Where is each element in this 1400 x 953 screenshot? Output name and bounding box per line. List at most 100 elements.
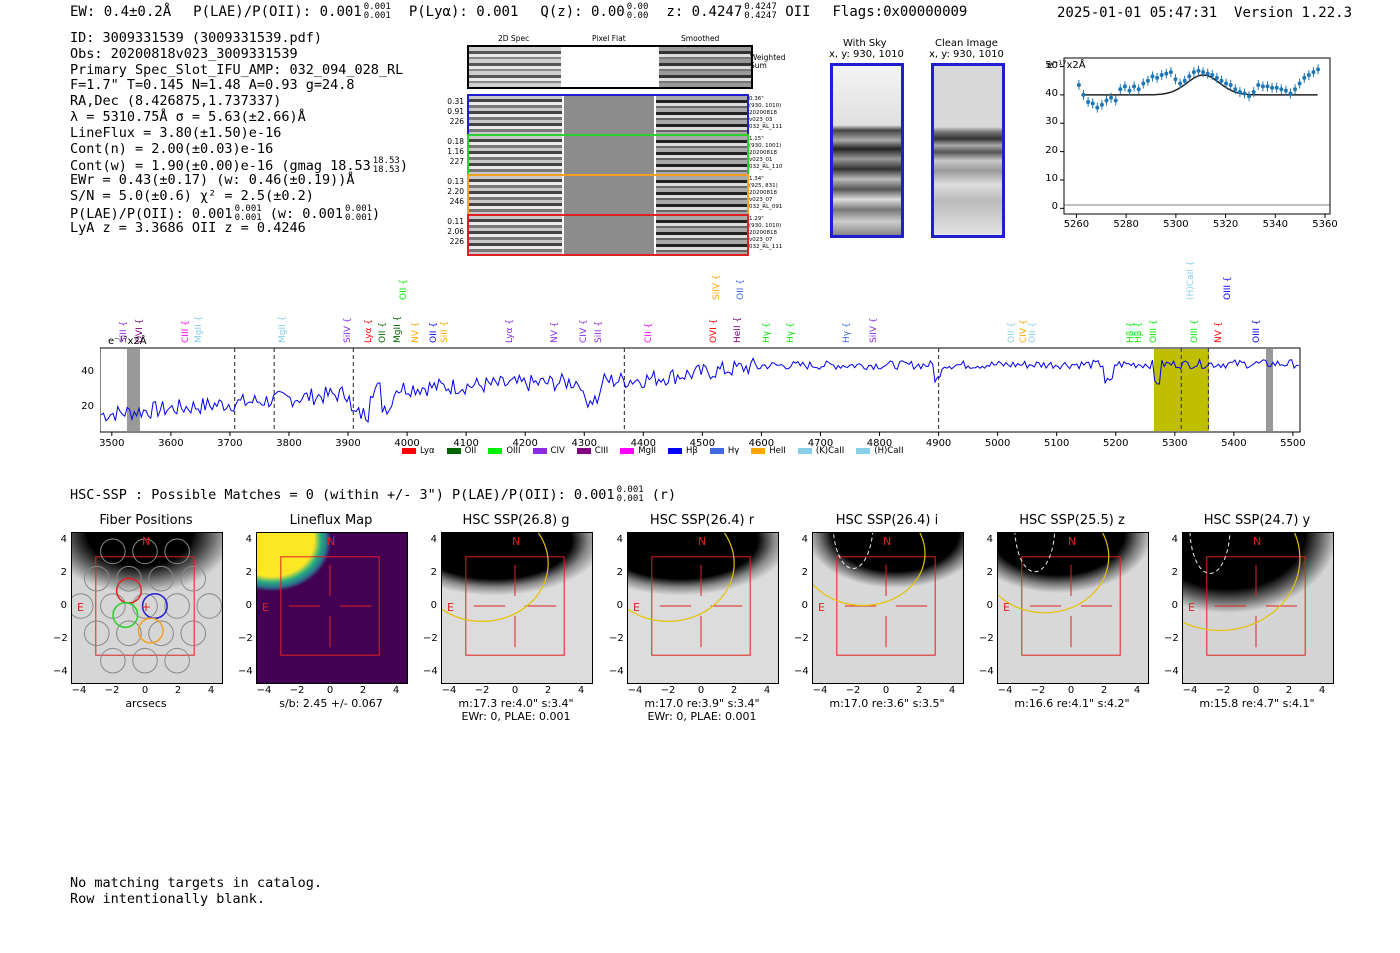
z-value: z: 0.4247: [666, 4, 743, 20]
spectrum-xtick-label: 3800: [276, 438, 302, 449]
with-sky-image: [830, 63, 904, 238]
zoom-xtick-label: 5320: [1212, 219, 1239, 230]
zoom-data-point: [1214, 75, 1219, 80]
zoom-data-point: [1187, 74, 1192, 79]
spectrum-xtick-label: 5400: [1221, 438, 1247, 449]
zoom-data-point: [1136, 87, 1141, 92]
panel-xtick-label: 4: [948, 685, 956, 696]
emission-line-label: OII {: [735, 279, 746, 300]
cutout-right-info: 0.36" (930, 1010) 20200818 v023_03 032_RL_11…: [749, 96, 782, 131]
fiber-circle: [132, 647, 158, 674]
panel-xtick-label: 2: [174, 685, 182, 696]
weighted-smoothed: [659, 47, 751, 87]
zoom-data-point: [1293, 87, 1298, 92]
zoom-data-point: [1297, 81, 1302, 86]
panel-ytick-label: 4: [245, 534, 252, 545]
zoom-xtick-label: 5260: [1063, 219, 1090, 230]
z-range: 0.4247 0.4247: [744, 2, 777, 21]
panel-footer-1: m:16.6 re:4.1" s:4.2": [1014, 697, 1130, 710]
panel-ytick-label: 4: [60, 534, 67, 545]
zoom-data-point: [1201, 70, 1206, 75]
legend-label: Hβ: [686, 446, 698, 456]
panel-image-fiber: +: [71, 532, 223, 684]
fiber-circle: [164, 538, 190, 565]
cutout-right-info: 1.34" (925, 831) 20200818 v023_07 032_RL_091: [749, 176, 782, 211]
spectrum-ytick-label: 20: [81, 400, 94, 412]
panel-ytick-label: 4: [1171, 534, 1178, 545]
north-label: N: [142, 535, 151, 548]
info-value: (930, 1001): [749, 143, 782, 149]
emission-line-label: Hβ {: [1134, 321, 1145, 343]
stat-value: 226: [449, 117, 464, 126]
emission-line-label: OVI {: [709, 318, 720, 343]
zoom-data-point: [1104, 98, 1109, 103]
zoom-data-point: [1311, 70, 1316, 75]
emission-line-label: OIII {: [1149, 319, 1160, 343]
legend-swatch: [402, 447, 416, 454]
panel-xtick-label: 2: [544, 685, 552, 696]
zoom-data-point: [1306, 73, 1311, 78]
panel-ytick-label: −4: [979, 666, 994, 677]
zoom-data-point: [1182, 78, 1187, 83]
panel-ytick-label: 0: [430, 600, 437, 611]
spectrum-xtick-label: 4200: [512, 438, 538, 449]
cutout-left-stats: 0.13 2.20 246: [445, 177, 464, 207]
spectrum-xtick-label: 3900: [335, 438, 361, 449]
legend-swatch: [488, 447, 503, 454]
panel-ytick-label: 0: [616, 600, 623, 611]
panel-ytick-label: −2: [423, 633, 438, 644]
panel-ytick-label: 0: [1171, 600, 1178, 611]
panel-image-z: [997, 532, 1149, 684]
panel-xtick-label: −2: [660, 685, 676, 696]
cutout-pixelflat: [564, 96, 654, 134]
info-value: 032_RL_091: [749, 204, 783, 210]
stat-value: 1.16: [447, 147, 464, 156]
legend-label: OIII: [506, 446, 521, 456]
masked-region-1: [127, 349, 140, 431]
fiber-circle: [83, 565, 110, 592]
info-value: 0.36": [749, 96, 764, 102]
dashed-ellipse: [1189, 533, 1231, 574]
masked-region-2: [1266, 349, 1273, 431]
panel-footer-1: m:17.3 re:4.0" s:3.4": [458, 697, 574, 710]
east-label: E: [447, 601, 454, 614]
panel-xtick-label: 2: [915, 685, 923, 696]
panel-footer-2: EWr: 0, PLAE: 0.001: [647, 710, 757, 723]
zoom-ytick-label: 0: [1051, 201, 1058, 213]
legend-item: (H)CaII: [856, 446, 903, 456]
emission-line-label: Hγ {: [842, 322, 853, 343]
spectrum-xtick-label: 4400: [630, 438, 657, 449]
legend-item: (K)CaII: [797, 446, 844, 456]
zoom-data-point: [1081, 92, 1086, 97]
info-value: 032_RL_111: [749, 124, 783, 130]
zoom-plot: [1060, 57, 1331, 218]
zoom-data-point: [1228, 82, 1233, 87]
legend-swatch: [446, 447, 461, 454]
legend-label: CIII: [594, 446, 609, 456]
fiber-green: [112, 601, 139, 629]
emission-line-label: OII {: [1007, 322, 1018, 343]
emission-line-label: NV {: [1214, 321, 1225, 343]
emission-line-label: OII {: [399, 279, 410, 300]
panel-xtick-label: 0: [141, 685, 149, 696]
emission-line-label: OII {: [378, 322, 389, 343]
zoom-ytick-label: 20: [1045, 144, 1058, 156]
timestamp-version: 2025-01-01 05:47:31 Version 1.22.3: [1057, 5, 1352, 21]
zoom-data-point: [1109, 95, 1114, 100]
panel-footer-1: m:17.0 re:3.9" s:3.4": [644, 697, 760, 710]
panel-ytick-label: −2: [609, 633, 624, 644]
zoom-data-point: [1274, 85, 1279, 90]
panel-overlay: +: [72, 538, 222, 674]
info-value: (930, 1010): [749, 103, 782, 109]
cutout-right-info: 1.15" (930, 1001) 20200818 v023_01 032_RL_11…: [749, 136, 782, 171]
fiber-circle: [83, 620, 110, 647]
aperture-box: [1206, 556, 1306, 656]
panel-image-g: [441, 532, 593, 684]
zoom-data-point: [1173, 77, 1178, 82]
emission-line-label: MgII {: [278, 315, 289, 343]
cutout-smoothed: [656, 176, 747, 214]
north-label: N: [883, 535, 892, 548]
zoom-data-point: [1113, 98, 1118, 103]
zoom-frame: [1063, 57, 1331, 215]
summary-header: EW: 0.4±0.2Å P(LAE)/P(OII): 0.001 0.001 0.0…: [70, 3, 967, 21]
